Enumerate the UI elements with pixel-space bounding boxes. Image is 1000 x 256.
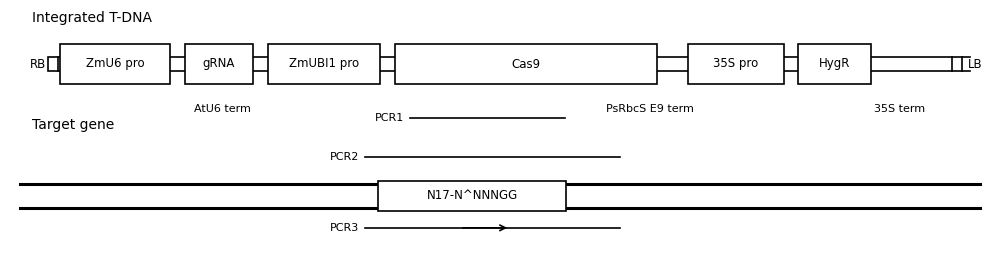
Text: AtU6 term: AtU6 term (194, 104, 250, 114)
Text: 35S term: 35S term (874, 104, 926, 114)
Text: ZmUBI1 pro: ZmUBI1 pro (289, 58, 359, 70)
FancyBboxPatch shape (48, 57, 58, 71)
FancyBboxPatch shape (268, 44, 380, 84)
Text: Target gene: Target gene (32, 119, 114, 132)
FancyBboxPatch shape (952, 57, 962, 71)
FancyBboxPatch shape (688, 44, 784, 84)
Text: ZmU6 pro: ZmU6 pro (86, 58, 144, 70)
Text: LB: LB (968, 58, 983, 70)
Text: PCR3: PCR3 (330, 223, 359, 233)
Text: 35S pro: 35S pro (713, 58, 759, 70)
FancyBboxPatch shape (185, 44, 253, 84)
Text: PCR1: PCR1 (375, 113, 404, 123)
Text: HygR: HygR (819, 58, 850, 70)
Text: gRNA: gRNA (203, 58, 235, 70)
FancyBboxPatch shape (395, 44, 657, 84)
FancyBboxPatch shape (378, 181, 566, 210)
FancyBboxPatch shape (60, 44, 170, 84)
FancyBboxPatch shape (798, 44, 871, 84)
Text: Cas9: Cas9 (511, 58, 541, 70)
Text: PsRbcS E9 term: PsRbcS E9 term (606, 104, 694, 114)
Text: N17-N^NNNGG: N17-N^NNNGG (426, 189, 518, 202)
Text: PCR2: PCR2 (330, 152, 359, 163)
Text: Integrated T-DNA: Integrated T-DNA (32, 11, 152, 25)
Text: RB: RB (30, 58, 46, 70)
